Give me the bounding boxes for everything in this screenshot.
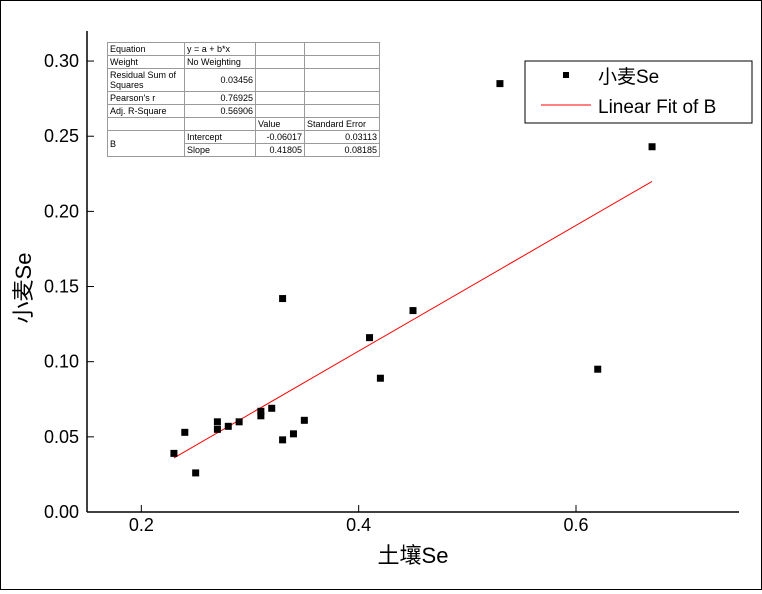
- data-point: [496, 80, 504, 88]
- table-cell-empty: [107, 117, 185, 131]
- table-cell-empty: [304, 42, 380, 56]
- table-cell-empty: [304, 55, 380, 69]
- data-point: [192, 469, 200, 477]
- data-point: [213, 418, 221, 426]
- table-cell-empty: [184, 117, 256, 131]
- param-header-value: Value: [255, 117, 305, 131]
- stat-value: y = a + b*x: [184, 42, 256, 56]
- stat-label: Weight: [107, 55, 185, 69]
- data-point: [366, 334, 374, 342]
- fit-line-group: [173, 180, 653, 459]
- table-cell-empty: [304, 104, 380, 118]
- stat-value: 0.76925: [184, 91, 256, 105]
- data-points: [170, 80, 656, 477]
- data-point: [170, 449, 178, 457]
- table-cell-empty: [255, 55, 305, 69]
- fit-statistics-table: Equation y = a + b*x Weight No Weighting…: [107, 42, 380, 157]
- param-value: -0.06017: [255, 130, 305, 144]
- table-row: Value Standard Error: [107, 117, 380, 131]
- table-row: Weight No Weighting: [107, 55, 380, 69]
- x-tick-label: 0.4: [346, 515, 371, 535]
- param-group-label: B: [107, 130, 185, 157]
- stat-value: 0.03456: [184, 68, 256, 92]
- table-row: Slope 0.41805 0.08185: [108, 143, 380, 157]
- data-point: [279, 436, 287, 444]
- stat-label: Equation: [107, 42, 185, 56]
- x-tick-label: 0.2: [129, 515, 154, 535]
- y-tick-label: 0.15: [44, 277, 79, 297]
- legend: 小麦Se Linear Fit of B: [524, 60, 753, 124]
- table-row: Pearson's r 0.76925: [107, 91, 380, 105]
- legend-marker-square: [563, 72, 569, 78]
- table-cell-empty: [255, 68, 305, 92]
- data-point: [300, 416, 308, 424]
- param-error: 0.03113: [304, 130, 380, 144]
- legend-label-scatter: 小麦Se: [598, 66, 659, 88]
- data-point: [224, 422, 232, 430]
- stat-label: Adj. R-Square: [107, 104, 185, 118]
- table-row: Adj. R-Square 0.56906: [107, 104, 380, 118]
- stat-label: Residual Sum of Squares: [107, 68, 185, 92]
- legend-box: [524, 60, 753, 124]
- param-name: Intercept: [184, 130, 256, 144]
- param-header-error: Standard Error: [304, 117, 380, 131]
- data-point: [213, 425, 221, 433]
- stat-value: 0.56906: [184, 104, 256, 118]
- data-point: [279, 295, 287, 303]
- y-tick-label: 0.30: [44, 51, 79, 71]
- y-tick-label: 0.05: [44, 427, 79, 447]
- y-tick-label: 0.25: [44, 126, 79, 146]
- linear-fit-line: [173, 180, 653, 459]
- param-value: 0.41805: [255, 143, 305, 157]
- table-row: Equation y = a + b*x: [107, 42, 380, 56]
- data-point: [648, 143, 656, 151]
- data-point: [235, 418, 243, 426]
- table-row: Residual Sum of Squares 0.03456: [107, 68, 380, 92]
- table-cell-empty: [255, 91, 305, 105]
- stat-label: Pearson's r: [107, 91, 185, 105]
- table-cell-empty: [255, 104, 305, 118]
- param-name: Slope: [184, 143, 256, 157]
- legend-label-fit: Linear Fit of B: [598, 97, 716, 118]
- data-point: [257, 412, 265, 420]
- data-point: [181, 428, 189, 436]
- table-cell-empty: [304, 91, 380, 105]
- data-point: [257, 407, 265, 415]
- y-tick-label: 0.00: [44, 502, 79, 522]
- y-tick-label: 0.10: [44, 352, 79, 372]
- data-point: [376, 374, 384, 382]
- stat-value: No Weighting: [184, 55, 256, 69]
- x-tick-label: 0.6: [563, 515, 588, 535]
- param-error: 0.08185: [304, 143, 380, 157]
- axes: [86, 31, 739, 513]
- table-cell-empty: [255, 42, 305, 56]
- y-tick-label: 0.20: [44, 201, 79, 221]
- ticks: 0.2 0.4 0.6 0.00 0.05 0.10 0.15 0.20 0.25 0.30: [44, 51, 589, 535]
- data-point: [289, 430, 297, 438]
- table-cell-empty: [304, 68, 380, 92]
- data-point: [594, 365, 602, 373]
- y-axis-label: 小麦Se: [11, 253, 36, 324]
- data-point: [409, 307, 417, 315]
- x-axis-label: 土壤Se: [378, 543, 449, 568]
- data-point: [268, 404, 276, 412]
- table-row: B Intercept -0.06017 0.03113: [107, 130, 380, 157]
